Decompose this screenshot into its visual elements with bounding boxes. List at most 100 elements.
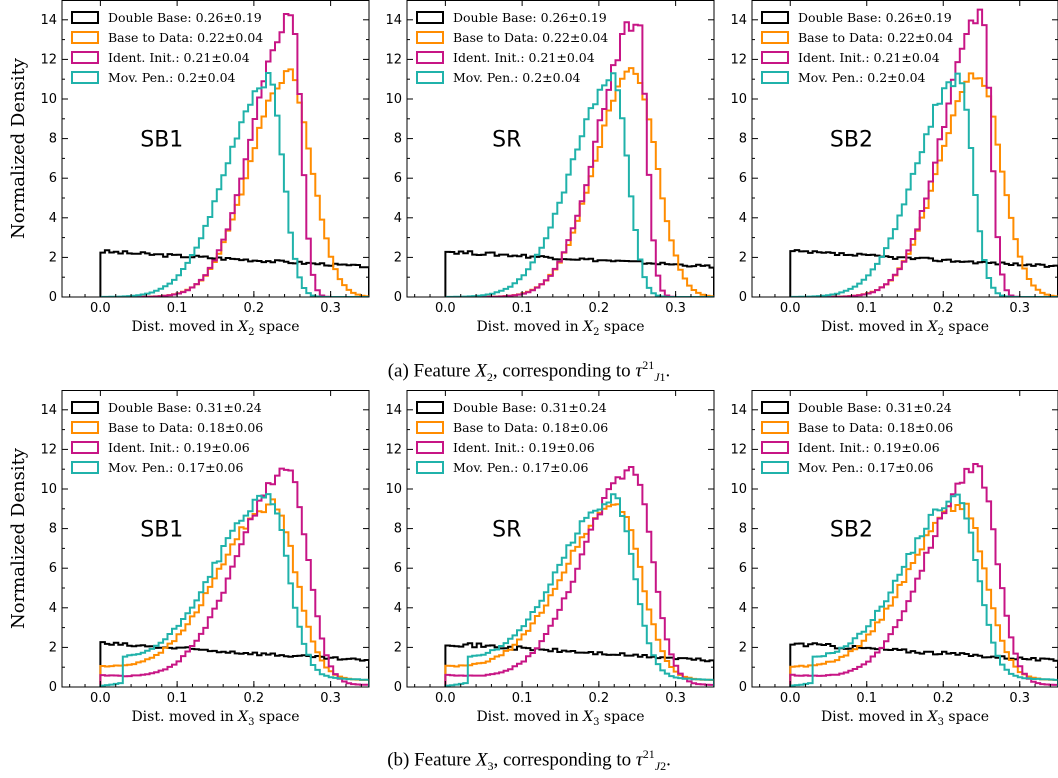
legend-swatch bbox=[416, 401, 444, 414]
legend-entry: Mov. Pen.: 0.2±0.04 bbox=[798, 70, 926, 85]
xtick-label: 0.0 bbox=[90, 301, 111, 316]
region-label: SR bbox=[492, 128, 521, 153]
legend-entry: Base to Data: 0.22±0.04 bbox=[108, 30, 263, 45]
legend-entry: Mov. Pen.: 0.17±0.06 bbox=[798, 460, 933, 475]
legend-entry: Ident. Init.: 0.21±0.04 bbox=[453, 50, 595, 65]
x-axis-label-rest: space bbox=[254, 709, 299, 725]
ytick-label: 12 bbox=[730, 52, 747, 67]
ytick-label: 8 bbox=[394, 522, 402, 537]
ytick-label: 6 bbox=[739, 171, 747, 186]
ytick-label: 10 bbox=[40, 92, 57, 107]
x-axis-label: Dist. moved in X3 space bbox=[821, 709, 989, 728]
xtick-label: 0.3 bbox=[320, 691, 341, 706]
legend-swatch bbox=[761, 461, 789, 474]
xtick-label: 0.3 bbox=[1009, 301, 1030, 316]
ytick-label: 14 bbox=[40, 403, 57, 418]
xtick-label: 0.1 bbox=[856, 691, 877, 706]
ytick-label: 12 bbox=[40, 52, 57, 67]
y-axis-label: Normalized Density bbox=[8, 57, 29, 239]
series-ident-init bbox=[444, 466, 714, 687]
region-label: SB2 bbox=[830, 128, 873, 153]
legend-entry: Double Base: 0.31±0.24 bbox=[798, 400, 952, 415]
legend-swatch bbox=[761, 401, 789, 414]
plot-frame bbox=[61, 390, 370, 688]
plot-frame bbox=[751, 0, 1058, 298]
legend-swatch bbox=[71, 51, 99, 64]
x-axis-label-rest: space bbox=[599, 709, 644, 725]
ytick-label: 10 bbox=[40, 482, 57, 497]
legend-swatch bbox=[71, 71, 99, 84]
legend-swatch bbox=[761, 11, 789, 24]
ytick-label: 0 bbox=[49, 290, 57, 305]
ytick-label: 14 bbox=[385, 13, 402, 28]
xtick-label: 0.3 bbox=[665, 691, 686, 706]
plot-frame bbox=[406, 0, 715, 298]
region-label: SR bbox=[492, 518, 521, 543]
series-mov-pen bbox=[99, 493, 369, 687]
legend-entry: Mov. Pen.: 0.17±0.06 bbox=[453, 460, 588, 475]
xtick-label: 0.2 bbox=[589, 691, 610, 706]
ytick-label: 8 bbox=[49, 132, 57, 147]
ytick-label: 8 bbox=[739, 522, 747, 537]
ytick-label: 6 bbox=[49, 171, 57, 186]
ytick-label: 8 bbox=[394, 132, 402, 147]
series-ident-init bbox=[99, 467, 369, 687]
series-mov-pen bbox=[99, 72, 369, 297]
series-double-base bbox=[444, 250, 714, 297]
x-axis-label-text: Dist. moved in bbox=[131, 709, 238, 725]
xtick-label: 0.2 bbox=[589, 301, 610, 316]
xtick-label: 0.1 bbox=[512, 691, 533, 706]
x-axis-label-var: X bbox=[927, 709, 939, 725]
x-axis-label-sub: 2 bbox=[248, 327, 254, 338]
xtick-label: 0.0 bbox=[90, 691, 111, 706]
legend-swatch bbox=[416, 421, 444, 434]
ytick-label: 12 bbox=[385, 52, 402, 67]
x-axis-label-var: X bbox=[582, 319, 594, 335]
xtick-label: 0.3 bbox=[1009, 691, 1030, 706]
ytick-label: 14 bbox=[385, 403, 402, 418]
legend-entry: Base to Data: 0.18±0.06 bbox=[798, 420, 953, 435]
series-base-to-data bbox=[444, 503, 714, 687]
ytick-label: 6 bbox=[49, 561, 57, 576]
xtick-label: 0.0 bbox=[780, 301, 801, 316]
chart-panel-1-1: 0 2 4 6 8 10 12 14 0.0 0.1 0.2 0.3 Dist. moved in X3… bbox=[385, 390, 715, 728]
plot-frame bbox=[406, 390, 715, 688]
ytick-label: 10 bbox=[730, 482, 747, 497]
ytick-label: 12 bbox=[730, 442, 747, 457]
legend-swatch bbox=[71, 461, 99, 474]
series-base-to-data bbox=[445, 67, 714, 297]
xtick-label: 0.3 bbox=[665, 301, 686, 316]
series-mov-pen bbox=[444, 72, 714, 297]
x-axis-label-rest: space bbox=[254, 319, 299, 335]
ytick-label: 14 bbox=[730, 13, 747, 28]
ytick-label: 4 bbox=[739, 211, 747, 226]
series-double-base bbox=[789, 249, 1058, 297]
x-axis-label-text: Dist. moved in bbox=[821, 709, 928, 725]
xtick-label: 0.3 bbox=[320, 301, 341, 316]
legend-swatch bbox=[416, 71, 444, 84]
ytick-label: 4 bbox=[49, 601, 57, 616]
series-double-base bbox=[444, 642, 714, 687]
plot-frame bbox=[751, 390, 1058, 688]
xtick-label: 0.1 bbox=[167, 301, 188, 316]
legend-entry: Base to Data: 0.22±0.04 bbox=[798, 30, 953, 45]
ytick-label: 4 bbox=[394, 601, 402, 616]
xtick-label: 0.0 bbox=[435, 301, 456, 316]
legend-swatch bbox=[416, 31, 444, 44]
legend-swatch bbox=[761, 31, 789, 44]
ytick-label: 10 bbox=[730, 92, 747, 107]
xtick-label: 0.1 bbox=[512, 301, 533, 316]
x-axis-label-rest: space bbox=[944, 709, 989, 725]
series-base-to-data bbox=[100, 68, 369, 297]
series-double-base bbox=[99, 641, 369, 687]
x-axis-label-rest: space bbox=[944, 319, 989, 335]
x-axis-label: Dist. moved in X2 space bbox=[476, 319, 644, 338]
ytick-label: 14 bbox=[730, 403, 747, 418]
ytick-label: 6 bbox=[394, 561, 402, 576]
series-mov-pen bbox=[444, 493, 714, 687]
x-axis-label-sub: 2 bbox=[938, 327, 944, 338]
ytick-label: 12 bbox=[385, 442, 402, 457]
series-mov-pen bbox=[789, 72, 1058, 297]
